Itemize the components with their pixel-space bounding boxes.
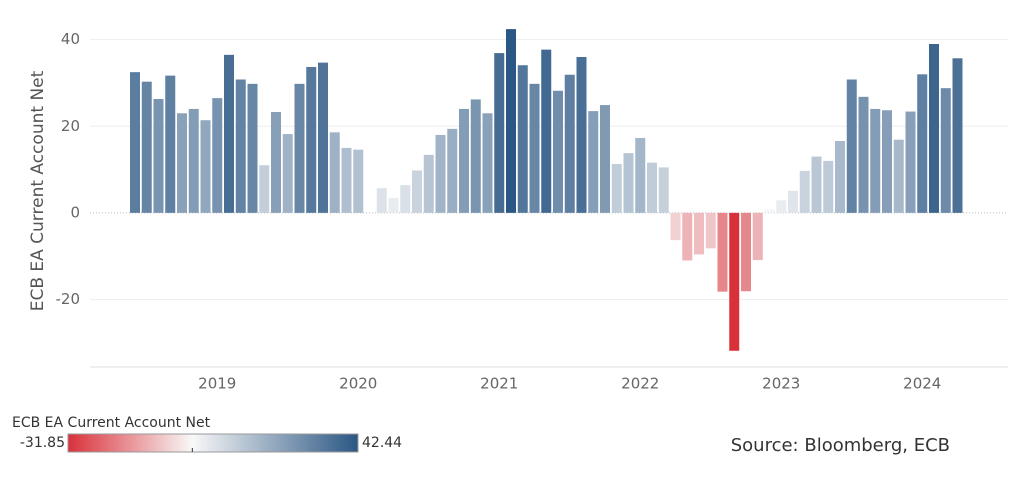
bar [940,88,951,213]
bar [188,108,199,213]
x-tick-label: 2020 [339,375,377,393]
bar [212,98,223,213]
bar [658,167,669,213]
source: Source: Bloomberg, ECB [731,435,950,456]
bar [870,108,881,213]
bar [705,212,716,249]
bar [329,132,340,213]
bar [929,44,939,213]
bar [412,170,422,213]
bar [224,54,234,213]
bar [905,111,916,213]
bar [846,79,857,213]
bar [670,212,681,241]
bar [858,96,869,213]
bar [435,134,446,213]
legend-min: -31.85 [20,435,65,451]
bar [741,212,751,292]
bar [893,139,904,213]
bar [553,90,563,213]
bar [130,72,140,213]
bar [259,165,270,213]
bar [294,83,305,213]
bar [517,65,528,213]
bar [647,162,657,213]
bar [200,120,211,213]
y-tick-label: 0 [70,203,80,221]
bar [811,156,822,213]
bar [764,209,775,213]
bar [282,134,293,213]
legend-max: 42.44 [362,435,402,451]
y-axis-label: ECB EA Current Account Net [28,70,48,311]
bar [541,49,552,213]
bar [564,74,575,213]
bar [729,212,740,351]
bar [388,198,399,213]
bar [717,212,728,292]
x-tick-label: 2019 [198,375,236,393]
y-tick-label: -20 [56,290,81,308]
bar [506,29,516,213]
bar [635,137,646,213]
x-tick-label: 2021 [480,375,518,393]
bar [494,53,505,213]
bar [341,147,352,213]
bar [917,74,928,213]
bar [482,113,493,213]
bar [400,185,411,213]
legend-title: ECB EA Current Account Net [12,415,211,431]
bar [306,66,317,213]
x-tick-label: 2024 [903,375,941,393]
bar [141,81,152,213]
y-tick-label: 40 [61,30,80,48]
bar [600,105,610,213]
bar [247,83,258,213]
bar [318,62,328,213]
bar [799,170,810,213]
bar [788,190,798,213]
x-tick-label: 2023 [762,375,800,393]
bar [588,111,599,213]
bar [823,160,834,213]
bar [576,56,587,213]
bar [165,75,176,213]
bar [470,99,481,213]
bar [153,98,164,213]
legend-bar [67,433,359,453]
bar [529,83,540,213]
bar [882,110,892,213]
bar [459,108,469,213]
y-tick-label: 20 [61,117,80,135]
bar [952,58,963,213]
bar [682,212,693,261]
bar [623,153,634,213]
bar [447,128,458,213]
bar [611,163,622,213]
bar [177,113,187,213]
x-tick-label: 2022 [621,375,659,393]
bar [271,111,281,213]
bar [353,149,364,213]
bar [752,212,763,261]
bar [835,140,845,213]
bar [423,154,434,213]
bar [694,212,704,255]
bar [235,79,246,213]
bar [376,188,387,213]
bar [776,200,787,213]
